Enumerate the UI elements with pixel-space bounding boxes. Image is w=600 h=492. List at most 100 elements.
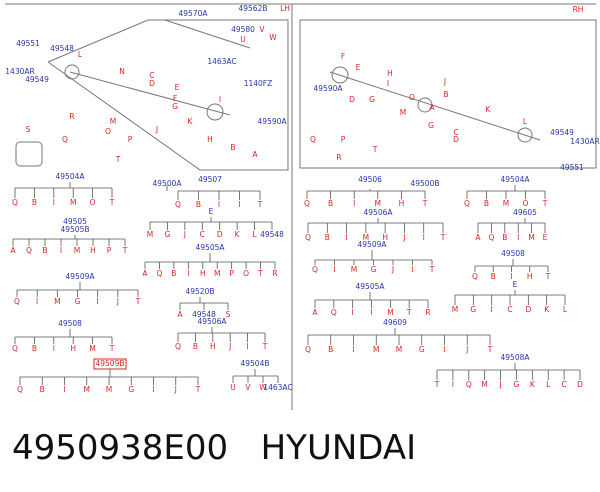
tree-leaf: T bbox=[135, 297, 141, 306]
brand: HYUNDAI bbox=[260, 428, 417, 468]
tree-root: 49505B bbox=[60, 225, 89, 234]
tree-leaf: M bbox=[387, 308, 393, 317]
part-label: K bbox=[486, 105, 492, 114]
tree-leaf: O bbox=[523, 199, 529, 208]
tree-root: 49504A bbox=[56, 172, 86, 181]
tree-leaf: I bbox=[238, 200, 240, 209]
tree-leaf: B bbox=[328, 345, 333, 354]
part-label: 49549 bbox=[550, 128, 574, 137]
tree-leaf: M bbox=[452, 305, 458, 314]
tree-leaf: V bbox=[245, 383, 251, 392]
tree-root: 49508A bbox=[501, 353, 531, 362]
tree-leaf: Q bbox=[488, 233, 494, 242]
panel-label: LH bbox=[280, 4, 290, 13]
tree-leaf: T bbox=[122, 246, 128, 255]
tree-leaf: C bbox=[507, 305, 512, 314]
part-label: F bbox=[173, 94, 177, 103]
boot-kit bbox=[15, 141, 43, 167]
tree-leaf: Q bbox=[305, 233, 311, 242]
part-label: 49570A bbox=[179, 9, 209, 18]
tree-leaf: J bbox=[391, 265, 394, 274]
part-label: 49590A bbox=[314, 84, 344, 93]
tree-leaf: I bbox=[517, 233, 519, 242]
tree-leaf: Q bbox=[304, 199, 310, 208]
tree-root: 49506A bbox=[364, 208, 394, 217]
tree-leaf: M bbox=[396, 345, 402, 354]
tree-leaf: H bbox=[70, 344, 76, 353]
part-label: Q bbox=[62, 135, 68, 144]
tree-leaf: R bbox=[272, 269, 277, 278]
tree-leaf: M bbox=[84, 385, 90, 394]
tree-leaf: I bbox=[60, 246, 62, 255]
part-label: Q bbox=[310, 135, 316, 144]
tree-leaf: Q bbox=[175, 342, 181, 351]
tree-root: 49505 bbox=[63, 217, 87, 226]
part-label: 49549 bbox=[25, 75, 49, 84]
tree-leaf: Q bbox=[14, 297, 20, 306]
part-label: G bbox=[369, 95, 375, 104]
part-label: 49580 bbox=[231, 25, 255, 34]
tree-leaf: T bbox=[422, 199, 428, 208]
tree-leaf: D bbox=[217, 230, 223, 239]
part-label: M bbox=[400, 108, 406, 117]
tree-leaf: T bbox=[195, 385, 201, 394]
tree-leaf: W bbox=[259, 383, 267, 392]
tree-leaf: I bbox=[36, 297, 38, 306]
part-label: B bbox=[230, 143, 235, 152]
part-label: G bbox=[428, 121, 434, 130]
joint bbox=[64, 64, 80, 80]
tree-leaf: T bbox=[429, 265, 435, 274]
tree-leaf: M bbox=[481, 380, 487, 389]
tree-leaf: I bbox=[510, 272, 512, 281]
parts-diagram: LH RH 49570A49562B495511430AR4954949548L… bbox=[5, 3, 600, 410]
tree-leaf: J bbox=[116, 297, 119, 306]
lh-box bbox=[47, 19, 289, 171]
part-label: 49562B bbox=[238, 4, 267, 13]
tree-leaf: B bbox=[325, 233, 330, 242]
tree-leaf: I bbox=[411, 265, 413, 274]
part-label: L bbox=[523, 117, 528, 126]
joint bbox=[417, 97, 433, 113]
tree-leaf: K bbox=[530, 380, 536, 389]
part-label: 1463AC bbox=[207, 57, 236, 66]
tree-root: E bbox=[513, 280, 518, 289]
tree-leaf: Q bbox=[466, 380, 472, 389]
tree-root: 49520B bbox=[185, 287, 214, 296]
part-label: I bbox=[387, 79, 389, 88]
tree-leaf: H bbox=[527, 272, 533, 281]
tree-root: 49507 bbox=[198, 175, 222, 184]
tree-leaf: Q bbox=[175, 200, 181, 209]
tree-leaf: M bbox=[70, 198, 76, 207]
tree-root: 49609 bbox=[383, 318, 407, 327]
tree-leaf: I bbox=[63, 385, 65, 394]
tree-leaf: C bbox=[561, 380, 566, 389]
tree-leaf: G bbox=[75, 297, 81, 306]
panel-label: RH bbox=[573, 5, 584, 14]
part-label: 49548 bbox=[50, 44, 74, 53]
part-label: H bbox=[207, 135, 213, 144]
part-label: P bbox=[341, 135, 346, 144]
tree-leaf: K bbox=[235, 230, 241, 239]
tree-root: 49509A bbox=[358, 240, 388, 249]
tree-leaf: T bbox=[545, 272, 551, 281]
tree-leaf: Q bbox=[17, 385, 23, 394]
tree-root: 49506A bbox=[198, 317, 228, 326]
tree-leaf: M bbox=[74, 246, 80, 255]
tree-root: 49505A bbox=[196, 243, 226, 252]
tree-leaf: Q bbox=[12, 344, 18, 353]
tree-leaf: T bbox=[406, 308, 412, 317]
part-label: R bbox=[336, 153, 341, 162]
tree-leaf: A bbox=[312, 308, 318, 317]
part-label: 49551 bbox=[16, 39, 40, 48]
tree-leaf: G bbox=[165, 230, 171, 239]
tree-leaf: Q bbox=[331, 308, 337, 317]
tree-root: E bbox=[209, 207, 214, 216]
tree-leaf: R bbox=[425, 308, 430, 317]
part-label: D bbox=[149, 79, 155, 88]
tree-leaf: E bbox=[543, 233, 548, 242]
part-label: D bbox=[453, 135, 459, 144]
tree-leaf: Q bbox=[12, 198, 18, 207]
part-label: G bbox=[172, 102, 178, 111]
tree-leaf: I bbox=[187, 269, 189, 278]
tree-leaf: B bbox=[40, 385, 45, 394]
